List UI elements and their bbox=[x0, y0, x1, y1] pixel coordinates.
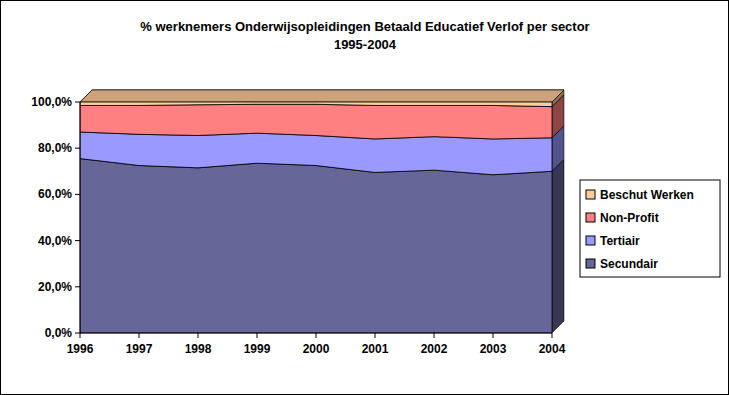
x-tick bbox=[552, 333, 553, 338]
legend-swatch bbox=[586, 259, 595, 268]
legend-label: Beschut Werken bbox=[600, 188, 694, 202]
y-tick bbox=[75, 240, 80, 241]
area bbox=[80, 159, 552, 333]
plot-marks bbox=[80, 90, 564, 333]
legend-swatch bbox=[586, 190, 595, 199]
x-tick-label: 2004 bbox=[539, 342, 566, 356]
legend-swatch bbox=[586, 236, 595, 245]
y-tick bbox=[75, 333, 80, 334]
chart: % werknemers Onderwijsopleidingen Betaal… bbox=[0, 0, 729, 395]
area bbox=[80, 102, 552, 107]
title: % werknemers Onderwijsopleidingen Betaal… bbox=[140, 19, 589, 34]
area-side bbox=[552, 159, 564, 333]
x-tick bbox=[493, 333, 494, 338]
y-tick-label: 0,0% bbox=[45, 326, 73, 340]
chart-area bbox=[1, 1, 729, 395]
x-tick-label: 2000 bbox=[303, 342, 330, 356]
legend-label: Secundair bbox=[600, 257, 658, 271]
y-tick-label: 40,0% bbox=[38, 234, 72, 248]
y-tick-label: 100,0% bbox=[31, 95, 72, 109]
x-tick bbox=[257, 333, 258, 338]
x-tick bbox=[375, 333, 376, 338]
legend-swatch bbox=[586, 213, 595, 222]
area-top bbox=[80, 90, 564, 102]
x-tick bbox=[80, 333, 81, 338]
x-tick-label: 1996 bbox=[67, 342, 94, 356]
legend-label: Non-Profit bbox=[600, 211, 659, 225]
y-tick-label: 60,0% bbox=[38, 187, 72, 201]
x-tick bbox=[316, 333, 317, 338]
y-tick bbox=[75, 148, 80, 149]
legend bbox=[580, 180, 720, 277]
y-tick bbox=[75, 102, 80, 103]
y-tick bbox=[75, 286, 80, 287]
x-tick-label: 1999 bbox=[244, 342, 271, 356]
x-tick bbox=[434, 333, 435, 338]
x-tick bbox=[139, 333, 140, 338]
x-tick bbox=[198, 333, 199, 338]
subtitle: 1995-2004 bbox=[334, 37, 397, 52]
area bbox=[80, 104, 552, 139]
x-tick-label: 2002 bbox=[421, 342, 448, 356]
area-side bbox=[552, 90, 564, 107]
grid-line bbox=[80, 90, 564, 102]
legend-label: Tertiair bbox=[600, 234, 640, 248]
x-tick-label: 1997 bbox=[126, 342, 153, 356]
y-tick bbox=[75, 194, 80, 195]
x-tick-label: 1998 bbox=[185, 342, 212, 356]
x-tick-label: 2003 bbox=[480, 342, 507, 356]
x-tick-label: 2001 bbox=[362, 342, 389, 356]
y-tick-label: 20,0% bbox=[38, 280, 72, 294]
y-axis bbox=[80, 102, 81, 333]
y-tick-label: 80,0% bbox=[38, 141, 72, 155]
